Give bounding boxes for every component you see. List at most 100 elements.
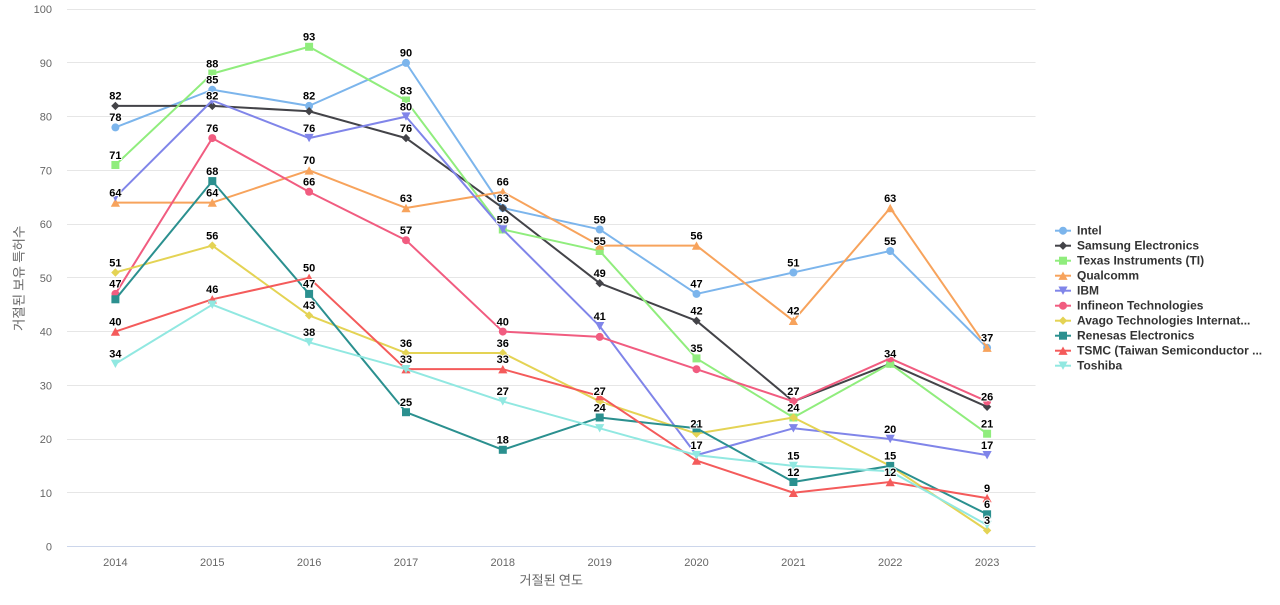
svg-text:80: 80 — [40, 112, 52, 124]
svg-text:26: 26 — [981, 392, 993, 404]
svg-text:76: 76 — [400, 123, 412, 135]
svg-text:34: 34 — [109, 349, 122, 361]
svg-text:51: 51 — [109, 257, 121, 269]
svg-text:33: 33 — [400, 354, 412, 366]
svg-text:Qualcomm: Qualcomm — [1077, 269, 1139, 283]
svg-text:83: 83 — [400, 85, 412, 97]
svg-text:Infineon Technologies: Infineon Technologies — [1077, 299, 1204, 313]
svg-text:17: 17 — [981, 440, 993, 452]
svg-text:33: 33 — [497, 354, 509, 366]
svg-text:2018: 2018 — [491, 557, 515, 569]
svg-text:50: 50 — [303, 263, 315, 275]
svg-text:35: 35 — [690, 343, 702, 355]
svg-text:71: 71 — [109, 150, 121, 162]
svg-text:2016: 2016 — [297, 557, 321, 569]
svg-text:90: 90 — [40, 58, 52, 70]
svg-text:20: 20 — [40, 434, 52, 446]
svg-text:100: 100 — [34, 4, 52, 16]
svg-text:68: 68 — [206, 166, 218, 178]
svg-text:IBM: IBM — [1077, 284, 1099, 298]
svg-text:41: 41 — [594, 311, 606, 323]
svg-text:15: 15 — [787, 451, 799, 463]
svg-text:18: 18 — [497, 435, 509, 447]
svg-text:38: 38 — [303, 327, 315, 339]
svg-text:2022: 2022 — [878, 557, 902, 569]
svg-text:2023: 2023 — [975, 557, 999, 569]
svg-text:56: 56 — [206, 230, 218, 242]
svg-text:Samsung Electronics: Samsung Electronics — [1077, 239, 1199, 253]
svg-text:55: 55 — [884, 236, 896, 248]
svg-text:37: 37 — [981, 333, 993, 345]
svg-text:63: 63 — [884, 193, 896, 205]
svg-text:64: 64 — [206, 187, 219, 199]
svg-text:2019: 2019 — [587, 557, 611, 569]
svg-text:82: 82 — [206, 91, 218, 103]
svg-text:50: 50 — [40, 273, 52, 285]
svg-text:Toshiba: Toshiba — [1077, 359, 1122, 373]
svg-text:36: 36 — [400, 338, 412, 350]
svg-text:82: 82 — [109, 91, 121, 103]
svg-text:63: 63 — [497, 193, 509, 205]
svg-text:34: 34 — [884, 349, 897, 361]
svg-text:2021: 2021 — [781, 557, 805, 569]
svg-text:43: 43 — [303, 300, 315, 312]
svg-text:24: 24 — [787, 402, 800, 414]
svg-text:76: 76 — [303, 123, 315, 135]
svg-text:47: 47 — [109, 279, 121, 291]
svg-text:Texas Instruments (TI): Texas Instruments (TI) — [1077, 254, 1204, 268]
svg-text:63: 63 — [400, 193, 412, 205]
svg-text:3: 3 — [984, 515, 990, 527]
svg-text:66: 66 — [303, 177, 315, 189]
svg-text:47: 47 — [690, 279, 702, 291]
svg-text:Renesas Electronics: Renesas Electronics — [1077, 329, 1195, 343]
svg-text:80: 80 — [400, 101, 412, 113]
svg-text:93: 93 — [303, 32, 315, 44]
svg-text:90: 90 — [400, 48, 412, 60]
svg-text:40: 40 — [109, 316, 121, 328]
svg-text:36: 36 — [497, 338, 509, 350]
svg-text:15: 15 — [884, 451, 896, 463]
svg-text:27: 27 — [497, 386, 509, 398]
svg-text:55: 55 — [594, 236, 606, 248]
svg-text:17: 17 — [690, 440, 702, 452]
svg-text:51: 51 — [787, 257, 799, 269]
svg-text:56: 56 — [690, 230, 702, 242]
svg-text:25: 25 — [400, 397, 412, 409]
svg-text:40: 40 — [497, 316, 509, 328]
svg-text:0: 0 — [46, 542, 52, 554]
svg-text:6: 6 — [984, 499, 990, 511]
svg-text:2015: 2015 — [200, 557, 224, 569]
svg-text:76: 76 — [206, 123, 218, 135]
svg-text:47: 47 — [303, 279, 315, 291]
svg-text:85: 85 — [206, 75, 218, 87]
svg-text:12: 12 — [787, 467, 799, 479]
svg-text:70: 70 — [40, 165, 52, 177]
svg-text:21: 21 — [690, 419, 702, 431]
svg-text:70: 70 — [303, 155, 315, 167]
svg-text:49: 49 — [594, 268, 606, 280]
svg-text:82: 82 — [303, 91, 315, 103]
svg-text:Avago Technologies Internat...: Avago Technologies Internat... — [1077, 314, 1250, 328]
svg-text:2020: 2020 — [684, 557, 708, 569]
svg-text:59: 59 — [594, 214, 606, 226]
svg-text:60: 60 — [40, 219, 52, 231]
svg-text:21: 21 — [981, 419, 993, 431]
svg-text:42: 42 — [787, 306, 799, 318]
svg-text:12: 12 — [884, 467, 896, 479]
svg-text:Intel: Intel — [1077, 224, 1102, 238]
svg-text:2014: 2014 — [103, 557, 127, 569]
svg-text:46: 46 — [206, 284, 218, 296]
svg-text:59: 59 — [497, 214, 509, 226]
svg-text:27: 27 — [787, 386, 799, 398]
svg-text:64: 64 — [109, 187, 122, 199]
svg-text:30: 30 — [40, 380, 52, 392]
svg-text:20: 20 — [884, 424, 896, 436]
svg-text:2017: 2017 — [394, 557, 418, 569]
svg-text:40: 40 — [40, 327, 52, 339]
svg-text:66: 66 — [497, 177, 509, 189]
svg-text:10: 10 — [40, 488, 52, 500]
svg-text:42: 42 — [690, 306, 702, 318]
svg-text:57: 57 — [400, 225, 412, 237]
svg-text:78: 78 — [109, 112, 121, 124]
svg-text:9: 9 — [984, 483, 990, 495]
